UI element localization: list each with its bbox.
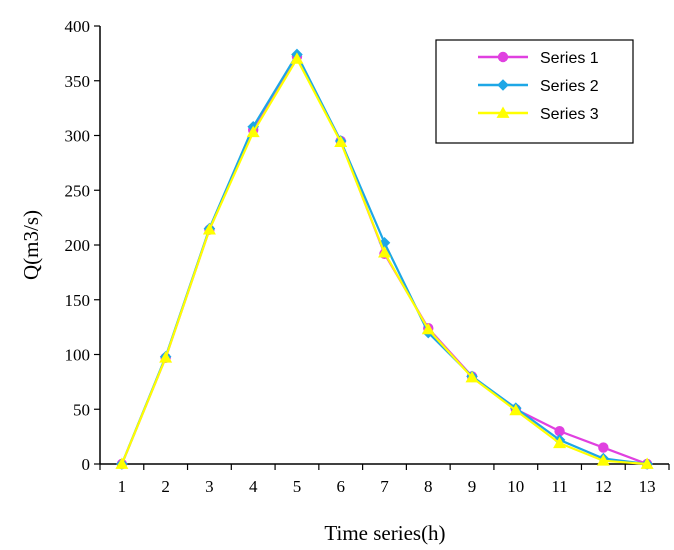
y-tick-label: 150 [65,291,91,310]
y-tick-label: 350 [65,72,91,91]
x-tick-label: 1 [118,477,127,496]
y-tick-label: 0 [82,455,91,474]
legend-item: Series 1 [478,50,599,67]
legend: Series 1 Series 2 Series 3 [435,39,634,144]
legend-marker [496,106,510,118]
data-point [378,246,391,258]
data-point [553,436,567,449]
y-tick-label: 300 [65,127,91,146]
data-point [554,425,565,437]
x-tick-label: 2 [161,477,170,496]
series-layer [115,48,654,470]
x-tick-label: 7 [380,477,389,496]
x-tick-label: 5 [293,477,302,496]
y-tick-label: 400 [65,17,91,36]
data-point [465,370,479,383]
x-tick-label: 8 [424,477,433,496]
x-tick-label: 12 [595,477,612,496]
data-point [509,403,523,416]
y-tick-label: 250 [65,181,91,200]
data-point [598,442,609,453]
x-tick-label: 4 [249,477,258,496]
data-point [202,223,216,235]
data-point [290,52,304,64]
data-point [115,457,129,469]
data-point [246,125,260,138]
legend-marker [497,51,509,63]
data-point [596,454,610,466]
data-point [334,135,348,147]
x-tick-label: 10 [507,477,524,496]
x-axis-title: Time series(h) [324,521,445,545]
series-3 [115,52,654,469]
legend-marker [497,79,509,91]
y-tick-label: 100 [65,346,91,365]
x-tick-label: 3 [205,477,214,496]
legend-box [435,39,634,144]
data-point [421,322,435,335]
data-point [159,351,173,363]
x-tick-label: 13 [639,477,656,496]
data-point [640,457,654,469]
x-tick-label: 11 [551,477,567,496]
y-axis-title: Q(m3/s) [19,210,43,280]
legend-label: Series 1 [540,50,599,67]
y-tick-label: 200 [65,236,91,255]
x-tick-label: 6 [336,477,345,496]
legend-label: Series 2 [540,78,599,95]
legend-item: Series 3 [478,106,599,123]
legend-item: Series 2 [478,78,599,95]
x-tick-label: 9 [468,477,477,496]
y-tick-label: 50 [73,400,90,419]
legend-label: Series 3 [540,106,599,123]
